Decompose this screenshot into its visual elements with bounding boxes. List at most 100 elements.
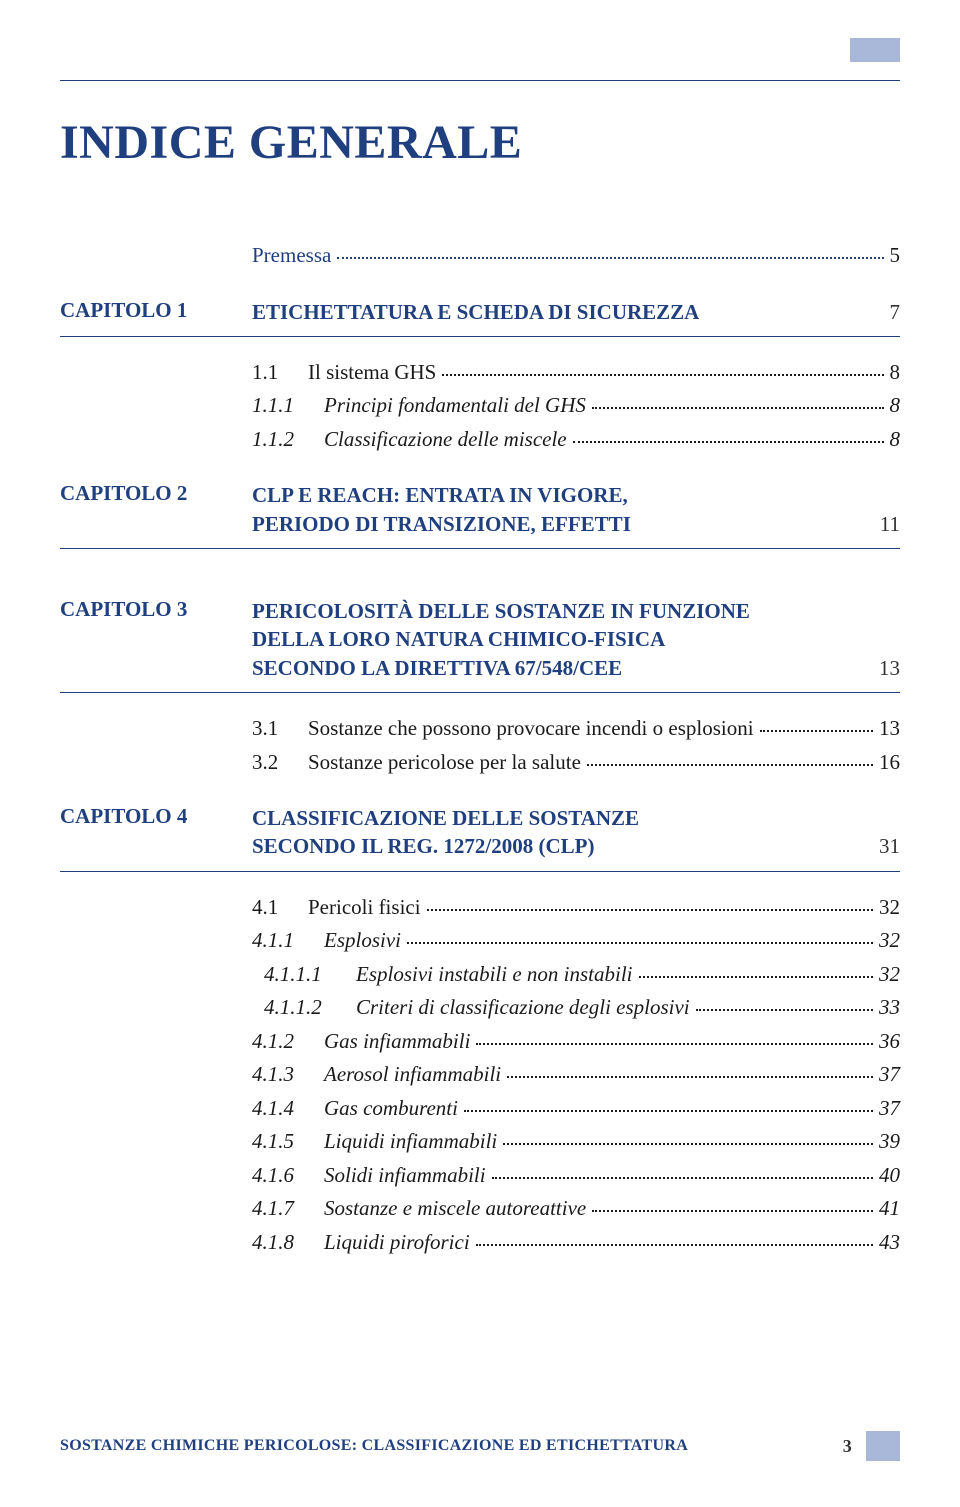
leader-dots <box>492 1177 873 1179</box>
entry-label: Esplosivi instabili e non instabili <box>356 959 633 991</box>
chapter-title-line2: SECONDO IL REG. 1272/2008 (CLP) <box>252 832 859 860</box>
entry-page: 40 <box>877 1160 900 1192</box>
cap1-heading-row: CAPITOLO 1 ETICHETTATURA E SCHEDA DI SIC… <box>60 298 900 326</box>
chapter-label: CAPITOLO 4 <box>60 804 252 829</box>
cap4-heading-row: CAPITOLO 4 CLASSIFICAZIONE DELLE SOSTANZ… <box>60 804 900 861</box>
entry-page: 5 <box>888 240 901 272</box>
entry-label: Liquidi piroforici <box>324 1227 470 1259</box>
section-rule <box>60 871 900 872</box>
section-rule <box>60 692 900 693</box>
entry-page: 16 <box>877 747 900 779</box>
entry-number: 4.1.4 <box>252 1093 324 1125</box>
leader-dots <box>760 730 873 732</box>
entry-number: 4.1.6 <box>252 1160 324 1192</box>
toc-entry: 4.1.1.1Esplosivi instabili e non instabi… <box>252 959 900 991</box>
entry-number: 4.1.1 <box>252 925 324 957</box>
chapter-title-line1: CLASSIFICAZIONE DELLE SOSTANZE <box>252 804 900 832</box>
entry-number: 4.1.1.1 <box>264 959 356 991</box>
chapter-title-line2: PERIODO DI TRANSIZIONE, EFFETTI <box>252 510 860 538</box>
entry-number: 3.2 <box>252 747 308 779</box>
toc-entry: 4.1.7Sostanze e miscele autoreattive41 <box>252 1193 900 1225</box>
entry-label: Criteri di classificazione degli esplosi… <box>356 992 690 1024</box>
entry-label: Sostanze che possono provocare incendi o… <box>308 713 754 745</box>
toc-entry: 4.1Pericoli fisici32 <box>252 892 900 924</box>
entry-label: Aerosol infiammabili <box>324 1059 501 1091</box>
chapter-title-row: CLP E REACH: ENTRATA IN VIGORE, <box>252 481 900 509</box>
footer-box <box>866 1431 900 1461</box>
entry-label: Il sistema GHS <box>308 357 436 389</box>
entry-number: 1.1 <box>252 357 308 389</box>
table-of-contents: Premessa 5 CAPITOLO 1 ETICHETTATURA E SC… <box>60 240 900 1260</box>
entry-page: 8 <box>888 424 901 456</box>
entry-number: 4.1 <box>252 892 308 924</box>
toc-entry: 4.1.2Gas infiammabili 36 <box>252 1026 900 1058</box>
chapter-title-row: CLASSIFICAZIONE DELLE SOSTANZE <box>252 804 900 832</box>
chapter-label: CAPITOLO 2 <box>60 481 252 506</box>
toc-entry: 3.1Sostanze che possono provocare incend… <box>252 713 900 745</box>
chapter-title-row: PERIODO DI TRANSIZIONE, EFFETTI 11 <box>252 510 900 538</box>
entry-page: 33 <box>877 992 900 1024</box>
entry-label: Principi fondamentali del GHS <box>324 390 586 422</box>
leader-dots <box>464 1110 873 1112</box>
toc-entry: 4.1.6Solidi infiammabili40 <box>252 1160 900 1192</box>
entry-page: 41 <box>877 1193 900 1225</box>
leader-dots <box>407 942 873 944</box>
entry-page: 8 <box>888 390 901 422</box>
toc-entry: 4.1.8Liquidi piroforici43 <box>252 1227 900 1259</box>
entry-number: 3.1 <box>252 713 308 745</box>
entry-label: Esplosivi <box>324 925 401 957</box>
cap3-items: 3.1Sostanze che possono provocare incend… <box>60 713 900 780</box>
cap3-heading-row: CAPITOLO 3 PERICOLOSITÀ DELLE SOSTANZE I… <box>60 597 900 682</box>
section-rule <box>60 336 900 337</box>
entry-number: 4.1.7 <box>252 1193 324 1225</box>
leader-dots <box>592 1210 873 1212</box>
leader-dots <box>476 1244 873 1246</box>
toc-entry: 1.1.1Principi fondamentali del GHS8 <box>252 390 900 422</box>
leader-dots <box>503 1143 873 1145</box>
toc-entry: 4.1.5Liquidi infiammabili39 <box>252 1126 900 1158</box>
entry-page: 32 <box>877 959 900 991</box>
entry-page: 37 <box>877 1059 900 1091</box>
toc-entry: 4.1.4Gas comburenti37 <box>252 1093 900 1125</box>
leader-dots <box>507 1076 873 1078</box>
cap4-items: 4.1Pericoli fisici324.1.1Esplosivi324.1.… <box>60 892 900 1261</box>
entry-number: 4.1.2 <box>252 1026 324 1058</box>
chapter-page: 7 <box>870 298 901 326</box>
leader-dots <box>639 976 873 978</box>
leader-dots <box>427 909 873 911</box>
leader-dots <box>592 407 884 409</box>
toc-entry: 1.1.2Classificazione delle miscele8 <box>252 424 900 456</box>
entry-label: Liquidi infiammabili <box>324 1126 497 1158</box>
entry-label: Premessa <box>252 240 331 272</box>
chapter-title-line2: DELLA LORO NATURA CHIMICO-FISICA <box>252 625 900 653</box>
entry-number: 4.1.3 <box>252 1059 324 1091</box>
page-footer: SOSTANZE CHIMICHE PERICOLOSE: CLASSIFICA… <box>60 1431 900 1461</box>
entry-page: 36 <box>877 1026 900 1058</box>
cap2-heading-row: CAPITOLO 2 CLP E REACH: ENTRATA IN VIGOR… <box>60 481 900 538</box>
entry-label: Sostanze pericolose per la salute <box>308 747 581 779</box>
entry-label: Gas infiammabili <box>324 1026 470 1058</box>
chapter-title-line1: CLP E REACH: ENTRATA IN VIGORE, <box>252 481 900 509</box>
leader-dots <box>587 764 873 766</box>
leader-dots <box>573 441 884 443</box>
header-tab <box>850 38 900 62</box>
leader-dots <box>442 374 883 376</box>
toc-entry: 3.2Sostanze pericolose per la salute 16 <box>252 747 900 779</box>
toc-premessa-row: Premessa 5 <box>60 240 900 274</box>
chapter-label: CAPITOLO 1 <box>60 298 252 323</box>
entry-label: Gas comburenti <box>324 1093 458 1125</box>
footer-page-number: 3 <box>829 1436 866 1457</box>
entry-number: 4.1.8 <box>252 1227 324 1259</box>
leader-dots <box>696 1009 873 1011</box>
entry-page: 39 <box>877 1126 900 1158</box>
chapter-title-line1: PERICOLOSITÀ DELLE SOSTANZE IN FUNZIONE <box>252 597 900 625</box>
chapter-title-line3: SECONDO LA DIRETTIVA 67/548/CEE <box>252 654 859 682</box>
leader-dots <box>337 257 883 259</box>
chapter-title-row: DELLA LORO NATURA CHIMICO-FISICA <box>252 625 900 653</box>
chapter-title: ETICHETTATURA E SCHEDA DI SICUREZZA <box>252 298 870 326</box>
toc-entry: 4.1.1.2Criteri di classificazione degli … <box>252 992 900 1024</box>
entry-number: 1.1.2 <box>252 424 324 456</box>
entry-page: 8 <box>888 357 901 389</box>
page-title: INDICE GENERALE <box>60 115 900 170</box>
footer-text: SOSTANZE CHIMICHE PERICOLOSE: CLASSIFICA… <box>60 1437 829 1455</box>
